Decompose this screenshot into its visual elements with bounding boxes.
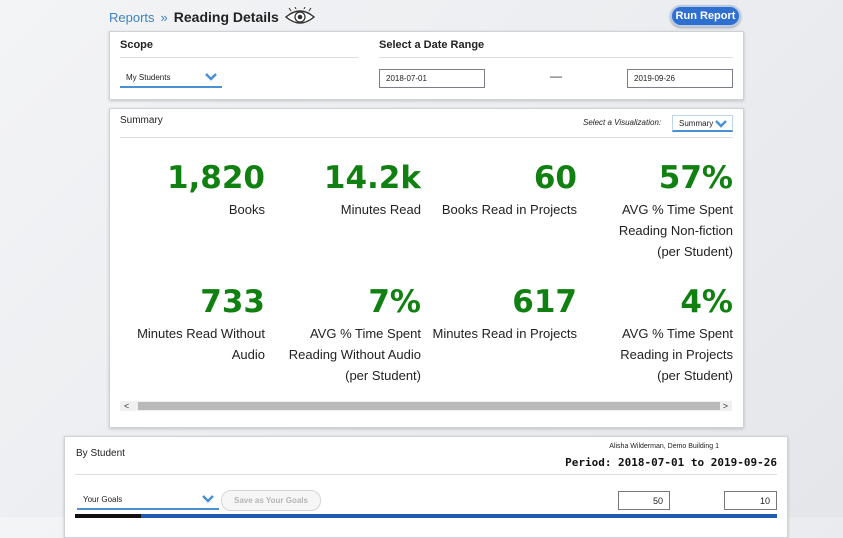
stat-avg-without-audio: 7% AVG % Time Spent Reading Without Audi… xyxy=(261,285,421,386)
table-header-bar-segment xyxy=(75,514,141,518)
run-report-button[interactable]: Run Report xyxy=(670,5,741,27)
chevron-down-icon xyxy=(202,495,214,503)
save-as-goals-button[interactable]: Save as Your Goals xyxy=(221,490,321,511)
chevron-down-icon xyxy=(205,73,217,81)
scope-divider xyxy=(120,57,358,58)
chevron-down-icon xyxy=(715,120,727,128)
end-date-input[interactable]: 2019-09-26 xyxy=(627,69,733,88)
stat-label: Minutes Read in Projects xyxy=(432,326,577,341)
visualization-select-value: Summary xyxy=(679,118,714,128)
stat-avg-in-projects: 4% AVG % Time Spent Reading in Projects … xyxy=(573,285,733,386)
scope-panel: Scope My Students Select a Date Range 20… xyxy=(109,31,744,100)
by-student-panel: By Student Alisha Wilderman, Demo Buildi… xyxy=(64,436,788,538)
table-header-bar xyxy=(75,514,777,518)
stat-value: 733 xyxy=(200,284,265,320)
stat-avg-nonfiction: 57% AVG % Time Spent Reading Non-fiction… xyxy=(573,161,733,262)
date-range-divider xyxy=(379,57,733,58)
breadcrumb-separator: » xyxy=(160,9,168,25)
stat-label: Books Read in Projects xyxy=(441,202,577,217)
stat-value: 14.2k xyxy=(323,160,421,196)
stat-minutes-in-projects: 617 Minutes Read in Projects xyxy=(417,285,577,344)
date-range-label: Select a Date Range xyxy=(379,39,485,51)
stat-value: 7% xyxy=(368,284,421,320)
stat-label: Minutes Read Without Audio xyxy=(137,326,265,362)
scope-select-value: My Students xyxy=(126,73,171,82)
stat-value: 60 xyxy=(533,160,577,196)
stat-books-read-in-projects: 60 Books Read in Projects xyxy=(417,161,577,220)
chevron-left-icon[interactable]: < xyxy=(124,401,130,411)
goals-select-value: Your Goals xyxy=(83,495,123,504)
chevron-right-icon[interactable]: > xyxy=(722,401,728,411)
stat-label: Minutes Read xyxy=(340,202,421,217)
scope-label: Scope xyxy=(120,39,154,51)
stat-value: 617 xyxy=(512,284,577,320)
by-student-title: By Student xyxy=(76,448,125,459)
user-info: Alisha Wilderman, Demo Building 1 xyxy=(609,443,719,450)
date-range-dash: — xyxy=(550,69,562,83)
stat-value: 1,820 xyxy=(166,160,265,196)
summary-title: Summary xyxy=(120,115,163,126)
horizontal-scrollbar[interactable]: < > xyxy=(120,401,732,411)
stat-value: 4% xyxy=(680,284,733,320)
scope-select[interactable]: My Students xyxy=(120,69,222,88)
stat-label: AVG % Time Spent Reading in Projects (pe… xyxy=(620,326,733,383)
page-title: Reading Details xyxy=(173,9,279,25)
period-label: Period: 2018-07-01 to 2019-09-26 xyxy=(565,456,777,469)
start-date-input[interactable]: 2018-07-01 xyxy=(379,69,485,88)
stat-minutes-without-audio: 733 Minutes Read Without Audio xyxy=(105,285,265,365)
breadcrumb-reports-link[interactable]: Reports xyxy=(109,9,155,25)
stat-label: Books xyxy=(228,202,265,217)
stat-label: AVG % Time Spent Reading Non-fiction (pe… xyxy=(618,202,733,259)
scrollbar-thumb[interactable] xyxy=(138,402,720,410)
summary-divider xyxy=(120,137,733,138)
stat-label: AVG % Time Spent Reading Without Audio (… xyxy=(288,326,421,383)
goal-input-minutes[interactable]: 10 xyxy=(724,491,777,510)
visualization-select[interactable]: Summary xyxy=(672,115,733,132)
page-header: Reports » Reading Details xyxy=(109,7,315,27)
student-divider xyxy=(75,474,777,475)
stat-minutes-read: 14.2k Minutes Read xyxy=(261,161,421,220)
goal-input-books[interactable]: 50 xyxy=(618,491,670,510)
eye-icon[interactable] xyxy=(284,7,315,27)
summary-panel: Summary Select a Visualization: Summary … xyxy=(109,108,744,428)
goals-select[interactable]: Your Goals xyxy=(77,491,219,510)
visualization-label: Select a Visualization: xyxy=(583,118,662,127)
stat-value: 57% xyxy=(658,160,733,196)
stat-books: 1,820 Books xyxy=(105,161,265,220)
